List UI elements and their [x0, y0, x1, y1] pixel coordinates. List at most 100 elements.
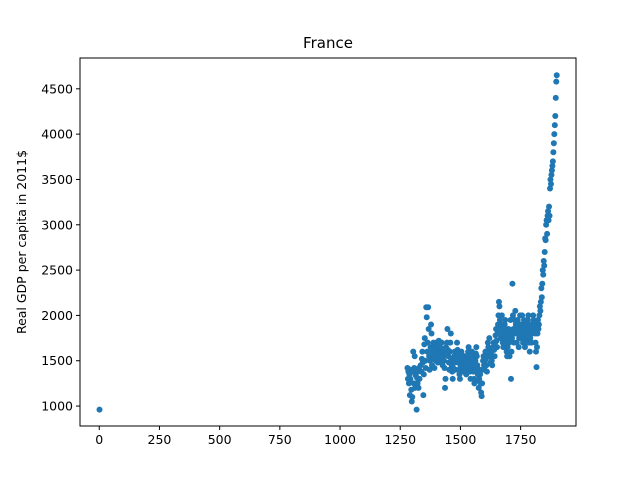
data-point — [533, 344, 540, 351]
data-point — [540, 258, 547, 265]
data-point — [502, 316, 509, 323]
data-point — [536, 303, 543, 310]
y-tick-label: 3500 — [41, 172, 73, 187]
data-point — [494, 330, 501, 337]
data-point — [500, 344, 507, 351]
data-point — [420, 392, 427, 399]
data-point — [495, 298, 502, 305]
plot-frame — [79, 57, 577, 427]
data-point — [546, 212, 553, 219]
data-point — [424, 339, 431, 346]
data-point — [552, 113, 559, 120]
data-point — [540, 271, 547, 278]
data-point — [527, 335, 534, 342]
y-tick-label: 1500 — [41, 353, 73, 368]
y-tick-label: 4500 — [41, 81, 73, 96]
data-point — [438, 339, 445, 346]
data-point — [545, 217, 552, 224]
data-point — [415, 384, 422, 391]
data-point — [536, 312, 543, 319]
data-point — [504, 344, 511, 351]
data-point — [421, 335, 428, 342]
data-point — [534, 316, 541, 323]
data-point — [514, 316, 521, 323]
data-point — [522, 335, 529, 342]
data-point — [501, 326, 508, 333]
data-point — [547, 180, 554, 187]
data-point — [469, 362, 476, 369]
data-point — [550, 149, 557, 156]
data-point — [547, 176, 554, 183]
chart-title: France — [303, 34, 353, 52]
data-point — [533, 348, 540, 355]
data-point — [524, 316, 531, 323]
data-point — [456, 375, 463, 382]
data-point — [535, 326, 542, 333]
data-point — [422, 357, 429, 364]
data-point — [501, 321, 508, 328]
data-point — [519, 312, 526, 319]
data-point — [472, 357, 479, 364]
data-point — [483, 362, 490, 369]
x-axis: 0 250 500 750 1000 1250 1500 1750 — [95, 426, 537, 447]
y-tick-label: 3000 — [41, 217, 73, 232]
data-point — [541, 248, 548, 255]
data-point — [513, 339, 520, 346]
y-tick-label: 1000 — [41, 399, 73, 414]
data-point — [447, 330, 454, 337]
data-point — [465, 344, 472, 351]
data-point — [550, 140, 557, 147]
data-point — [483, 368, 490, 375]
data-point — [427, 344, 434, 351]
data-point — [521, 344, 528, 351]
data-point — [541, 262, 548, 269]
data-point — [535, 321, 542, 328]
data-point — [548, 171, 555, 178]
y-tick-label: 2500 — [41, 263, 73, 278]
y-tick-label: 2000 — [41, 308, 73, 323]
data-point — [526, 348, 533, 355]
data-point — [530, 316, 537, 323]
data-point — [543, 221, 550, 228]
data-point — [426, 366, 433, 373]
data-point — [546, 203, 553, 210]
data-point — [446, 348, 453, 355]
data-point — [539, 267, 546, 274]
data-point — [425, 304, 432, 311]
data-point — [525, 312, 532, 319]
data-point — [549, 162, 556, 169]
data-point — [509, 312, 516, 319]
data-point — [507, 375, 514, 382]
data-point — [493, 326, 500, 333]
data-point — [500, 335, 507, 342]
data-point — [447, 339, 454, 346]
data-point — [508, 348, 515, 355]
data-point — [411, 353, 418, 360]
data-point — [496, 303, 503, 310]
data-point — [512, 307, 519, 314]
data-point — [473, 353, 480, 360]
data-point — [518, 321, 525, 328]
data-point — [442, 375, 449, 382]
data-point — [475, 384, 482, 391]
data-point — [494, 344, 501, 351]
x-tick-label: 1250 — [384, 432, 416, 447]
data-point — [498, 312, 505, 319]
data-point — [424, 348, 431, 355]
data-point — [410, 348, 417, 355]
data-point — [551, 122, 558, 129]
data-point — [537, 298, 544, 305]
data-point — [488, 357, 495, 364]
data-point — [408, 398, 415, 405]
y-axis: 1000 1500 2000 2500 3000 3500 4000 4500 — [41, 81, 80, 414]
data-point — [419, 348, 426, 355]
data-point — [502, 330, 509, 337]
data-point — [405, 380, 412, 387]
data-point — [507, 316, 514, 323]
data-point — [413, 406, 420, 413]
data-point — [553, 78, 560, 85]
data-point — [509, 280, 516, 287]
data-point — [542, 237, 549, 244]
data-point — [428, 321, 435, 328]
